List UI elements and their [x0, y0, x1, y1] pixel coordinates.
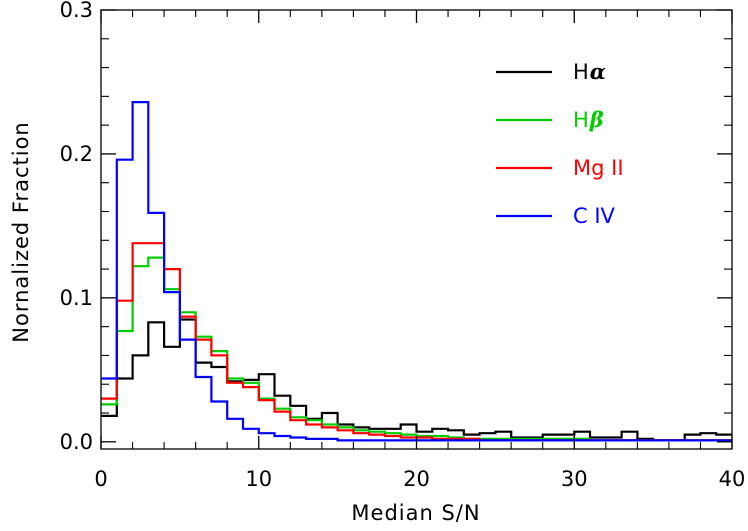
x-axis-title: Median S/N	[351, 501, 480, 525]
plot-frame	[100, 9, 733, 450]
legend-label-mg-ii: Mg II	[573, 156, 624, 180]
series-line-h	[101, 256, 732, 442]
y-tick-label: 0.0	[60, 430, 93, 454]
tick-labels-layer: 0 10 20 30 40 0.0 0.1 0.2 0.3	[60, 0, 746, 491]
series-line-h	[101, 318, 732, 442]
legend-label-c-iv: C IV	[573, 204, 616, 228]
x-tick-label: 20	[403, 467, 430, 491]
x-tick-label: 40	[719, 467, 746, 491]
y-axis-title: Nornalized Fraction	[9, 121, 33, 342]
legend: Hα Hβ Mg II C IV	[496, 59, 624, 228]
legend-label-h: Hβ	[573, 107, 604, 132]
legend-label-h: Hα	[573, 59, 606, 84]
x-tick-label: 30	[561, 467, 588, 491]
y-tick-label: 0.1	[60, 286, 93, 310]
y-tick-label: 0.2	[60, 142, 93, 166]
series-line-c-iv	[101, 101, 732, 442]
y-tick-label: 0.3	[60, 0, 93, 22]
series-layer	[101, 101, 732, 442]
x-tick-label: 0	[94, 467, 107, 491]
ticks-layer	[100, 9, 733, 449]
x-tick-label: 10	[245, 467, 272, 491]
